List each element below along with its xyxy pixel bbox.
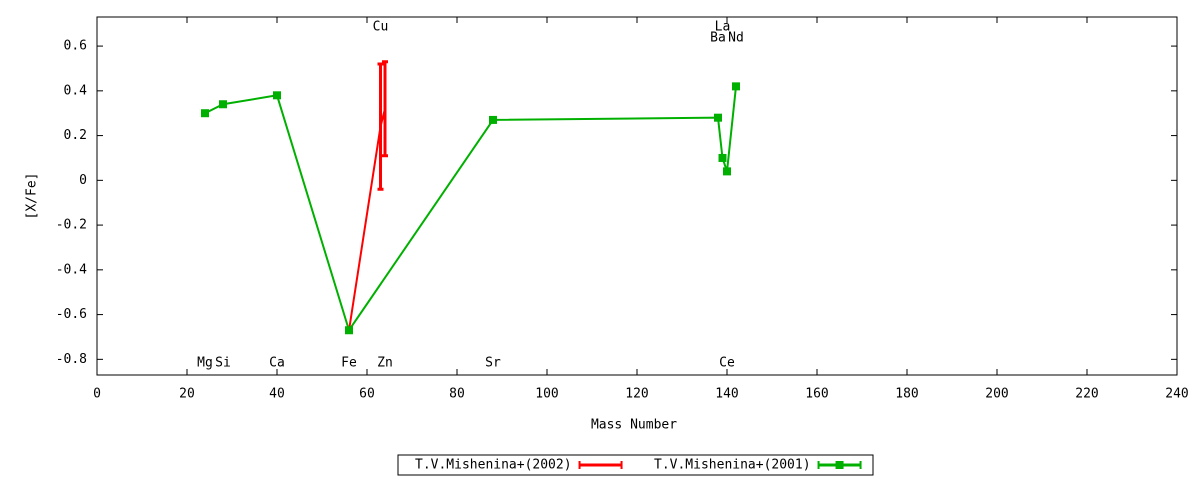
x-axis-label: Mass Number [591, 418, 677, 433]
point [489, 115, 497, 124]
y-axis-label: [X/Fe] [25, 173, 40, 220]
series-line [204, 86, 737, 333]
x-tick-label: 0 [93, 387, 101, 402]
point [219, 100, 227, 109]
x-tick-label: 140 [715, 387, 738, 402]
point [345, 326, 353, 335]
element-label: Si [215, 356, 231, 371]
x-tick-label: 120 [625, 387, 648, 402]
y-tick-label: -0.4 [56, 262, 87, 277]
element-label: Cu [373, 20, 389, 35]
error-bar [377, 62, 384, 191]
y-tick-label: 0.4 [64, 83, 88, 98]
element-label: Sr [485, 356, 501, 371]
element-label: Ca [269, 356, 285, 371]
y-tick-label: -0.8 [56, 352, 87, 367]
x-tick-label: 40 [269, 387, 285, 402]
point [714, 113, 722, 122]
legend-label: T.V.Mishenina+(2001) [654, 458, 811, 473]
point [732, 82, 740, 91]
element-label: La [715, 20, 731, 35]
y-tick-label: 0.6 [64, 39, 87, 54]
legend-swatch [578, 461, 623, 469]
element-label: Ce [719, 356, 735, 371]
element-label: Ba [710, 31, 726, 46]
y-tick-label: -0.2 [56, 218, 87, 233]
element-label: Nd [728, 31, 744, 46]
x-tick-label: 80 [449, 387, 465, 402]
x-tick-label: 200 [985, 387, 1008, 402]
y-tick-label: -0.6 [56, 307, 87, 322]
point [273, 91, 281, 100]
x-tick-label: 20 [179, 387, 195, 402]
x-tick-label: 60 [359, 387, 375, 402]
y-tick-label: 0.2 [64, 128, 87, 143]
element-label: Zn [377, 356, 393, 371]
element-label: Mg [197, 356, 213, 371]
x-tick-label: 180 [895, 387, 918, 402]
x-tick-label: 220 [1075, 387, 1098, 402]
x-tick-label: 100 [535, 387, 558, 402]
x-tick-label: 240 [1165, 387, 1188, 402]
plot-frame [96, 16, 1178, 376]
legend-label: T.V.Mishenina+(2002) [415, 458, 572, 473]
legend-swatch [835, 461, 844, 469]
error-bar [382, 60, 388, 158]
x-tick-label: 160 [805, 387, 828, 402]
y-tick-label: 0 [79, 173, 87, 188]
point [201, 109, 209, 118]
element-label: Fe [341, 356, 357, 371]
legend-swatch [817, 461, 862, 469]
point [718, 153, 727, 162]
legend-box [397, 454, 874, 476]
point [723, 167, 731, 176]
